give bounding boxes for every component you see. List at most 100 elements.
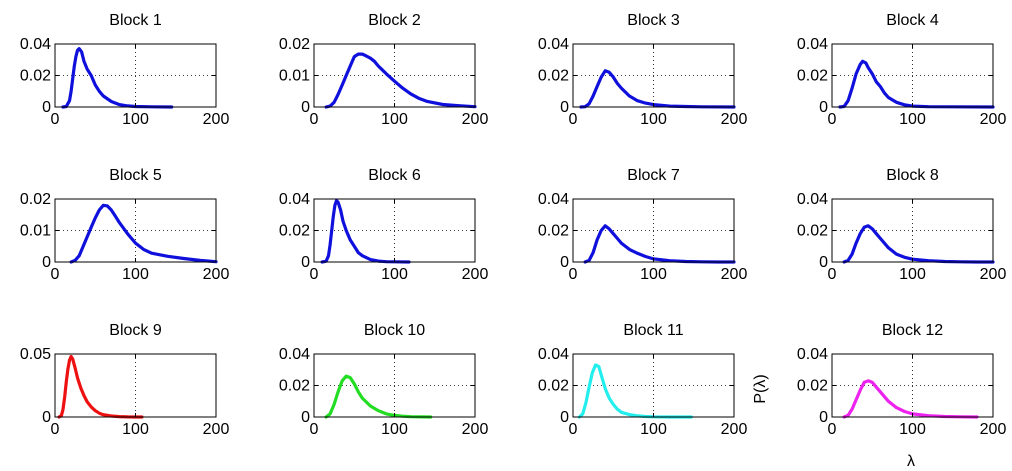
x-tick-label: 200 <box>462 111 489 128</box>
panel-title: Block 3 <box>627 12 680 29</box>
y-axis-label: P(λ) <box>752 374 769 403</box>
x-tick-label: 100 <box>899 111 926 128</box>
y-tick-label: 0 <box>560 254 569 271</box>
y-tick-label: 0 <box>560 99 569 116</box>
x-tick-label: 200 <box>721 111 748 128</box>
x-tick-label: 100 <box>381 111 408 128</box>
panel-title: Block 2 <box>368 12 421 29</box>
x-tick-label: 0 <box>828 111 837 128</box>
data-line <box>838 59 995 109</box>
x-tick-label: 200 <box>980 266 1007 283</box>
x-tick-label: 0 <box>569 111 578 128</box>
data-line <box>320 199 411 264</box>
x-tick-label: 200 <box>721 266 748 283</box>
x-tick-label: 100 <box>122 266 149 283</box>
y-tick-label: 0.01 <box>279 68 310 85</box>
panel-12: Block 12 0 100 200 0 0.02 0.04 <box>797 322 1007 438</box>
x-tick-label: 100 <box>640 266 667 283</box>
panel-4: Block 4 0 100 200 0 0.02 0.04 <box>797 12 1007 128</box>
y-tick-label: 0.04 <box>538 36 569 53</box>
y-tick-label: 0 <box>42 409 51 426</box>
data-line <box>57 354 144 419</box>
y-tick-label: 0 <box>42 254 51 271</box>
x-tick-label: 0 <box>51 111 60 128</box>
x-tick-label: 100 <box>899 266 926 283</box>
panel-1: Block 1 0 100 200 0 0.02 0.04 <box>20 12 230 128</box>
x-tick-label: 0 <box>51 266 60 283</box>
x-tick-label: 0 <box>51 421 60 438</box>
x-tick-label: 0 <box>569 421 578 438</box>
panel-title: Block 6 <box>368 167 421 184</box>
panel-5: Block 5 0 100 200 0 0.01 0.02 <box>20 167 230 283</box>
panel-9: Block 9 0 100 200 0 0.05 <box>20 322 230 438</box>
panel-7: Block 7 0 100 200 0 0.02 0.04 <box>538 167 748 283</box>
y-tick-label: 0.01 <box>20 223 51 240</box>
panel-title: Block 10 <box>364 322 425 339</box>
y-tick-label: 0.02 <box>797 68 828 85</box>
x-tick-label: 100 <box>640 421 667 438</box>
y-tick-label: 0.02 <box>279 223 310 240</box>
y-tick-label: 0 <box>819 409 828 426</box>
data-line <box>577 363 693 419</box>
y-tick-label: 0.04 <box>797 191 828 208</box>
y-tick-label: 0.02 <box>279 36 310 53</box>
y-tick-label: 0.04 <box>538 191 569 208</box>
y-tick-label: 0.02 <box>538 68 569 85</box>
data-line <box>583 224 736 264</box>
data-line <box>842 379 979 419</box>
panel-title: Block 1 <box>109 12 162 29</box>
panel-title: Block 12 <box>882 322 943 339</box>
y-tick-label: 0 <box>42 99 51 116</box>
x-tick-label: 100 <box>381 266 408 283</box>
y-tick-label: 0.04 <box>279 191 310 208</box>
data-line <box>324 374 433 419</box>
y-tick-label: 0.02 <box>279 378 310 395</box>
x-tick-label: 200 <box>980 111 1007 128</box>
data-line <box>579 69 736 109</box>
panel-3: Block 3 0 100 200 0 0.02 0.04 <box>538 12 748 128</box>
x-tick-label: 0 <box>310 266 319 283</box>
y-tick-label: 0.02 <box>538 223 569 240</box>
panel-title: Block 11 <box>623 322 683 339</box>
y-tick-label: 0 <box>301 254 310 271</box>
x-tick-label: 100 <box>122 421 149 438</box>
y-tick-label: 0 <box>301 409 310 426</box>
y-tick-label: 0.05 <box>20 346 51 363</box>
y-tick-label: 0.04 <box>797 346 828 363</box>
x-tick-label: 200 <box>203 111 230 128</box>
x-tick-label: 200 <box>721 421 748 438</box>
y-tick-label: 0.02 <box>797 378 828 395</box>
y-tick-label: 0.04 <box>538 346 569 363</box>
panel-6: Block 6 0 100 200 0 0.02 0.04 <box>279 167 489 283</box>
y-tick-label: 0 <box>819 99 828 116</box>
x-tick-label: 100 <box>381 421 408 438</box>
x-tick-label: 0 <box>828 421 837 438</box>
y-tick-label: 0 <box>560 409 569 426</box>
panel-title: Block 7 <box>627 167 680 184</box>
data-line <box>61 47 174 109</box>
y-tick-label: 0.02 <box>538 378 569 395</box>
y-tick-label: 0.02 <box>20 68 51 85</box>
y-tick-label: 0.02 <box>797 223 828 240</box>
x-tick-label: 0 <box>310 111 319 128</box>
y-tick-label: 0.04 <box>20 36 51 53</box>
data-line <box>842 224 995 264</box>
x-axis-label: λ <box>907 453 915 470</box>
y-tick-label: 0.04 <box>279 346 310 363</box>
x-tick-label: 200 <box>203 421 230 438</box>
x-tick-label: 0 <box>310 421 319 438</box>
panel-title: Block 9 <box>109 322 162 339</box>
y-tick-label: 0.04 <box>797 36 828 53</box>
x-tick-label: 0 <box>569 266 578 283</box>
x-tick-label: 200 <box>203 266 230 283</box>
x-tick-label: 200 <box>980 421 1007 438</box>
y-tick-label: 0 <box>301 99 310 116</box>
panel-11: Block 11 0 100 200 0 0.02 0.04 <box>538 322 748 438</box>
x-tick-label: 200 <box>462 266 489 283</box>
panel-10: Block 10 0 100 200 0 0.02 0.04 <box>279 322 489 438</box>
panel-title: Block 8 <box>886 167 939 184</box>
x-tick-label: 0 <box>828 266 837 283</box>
panel-2: Block 2 0 100 200 0 0.01 0.02 <box>279 12 489 128</box>
